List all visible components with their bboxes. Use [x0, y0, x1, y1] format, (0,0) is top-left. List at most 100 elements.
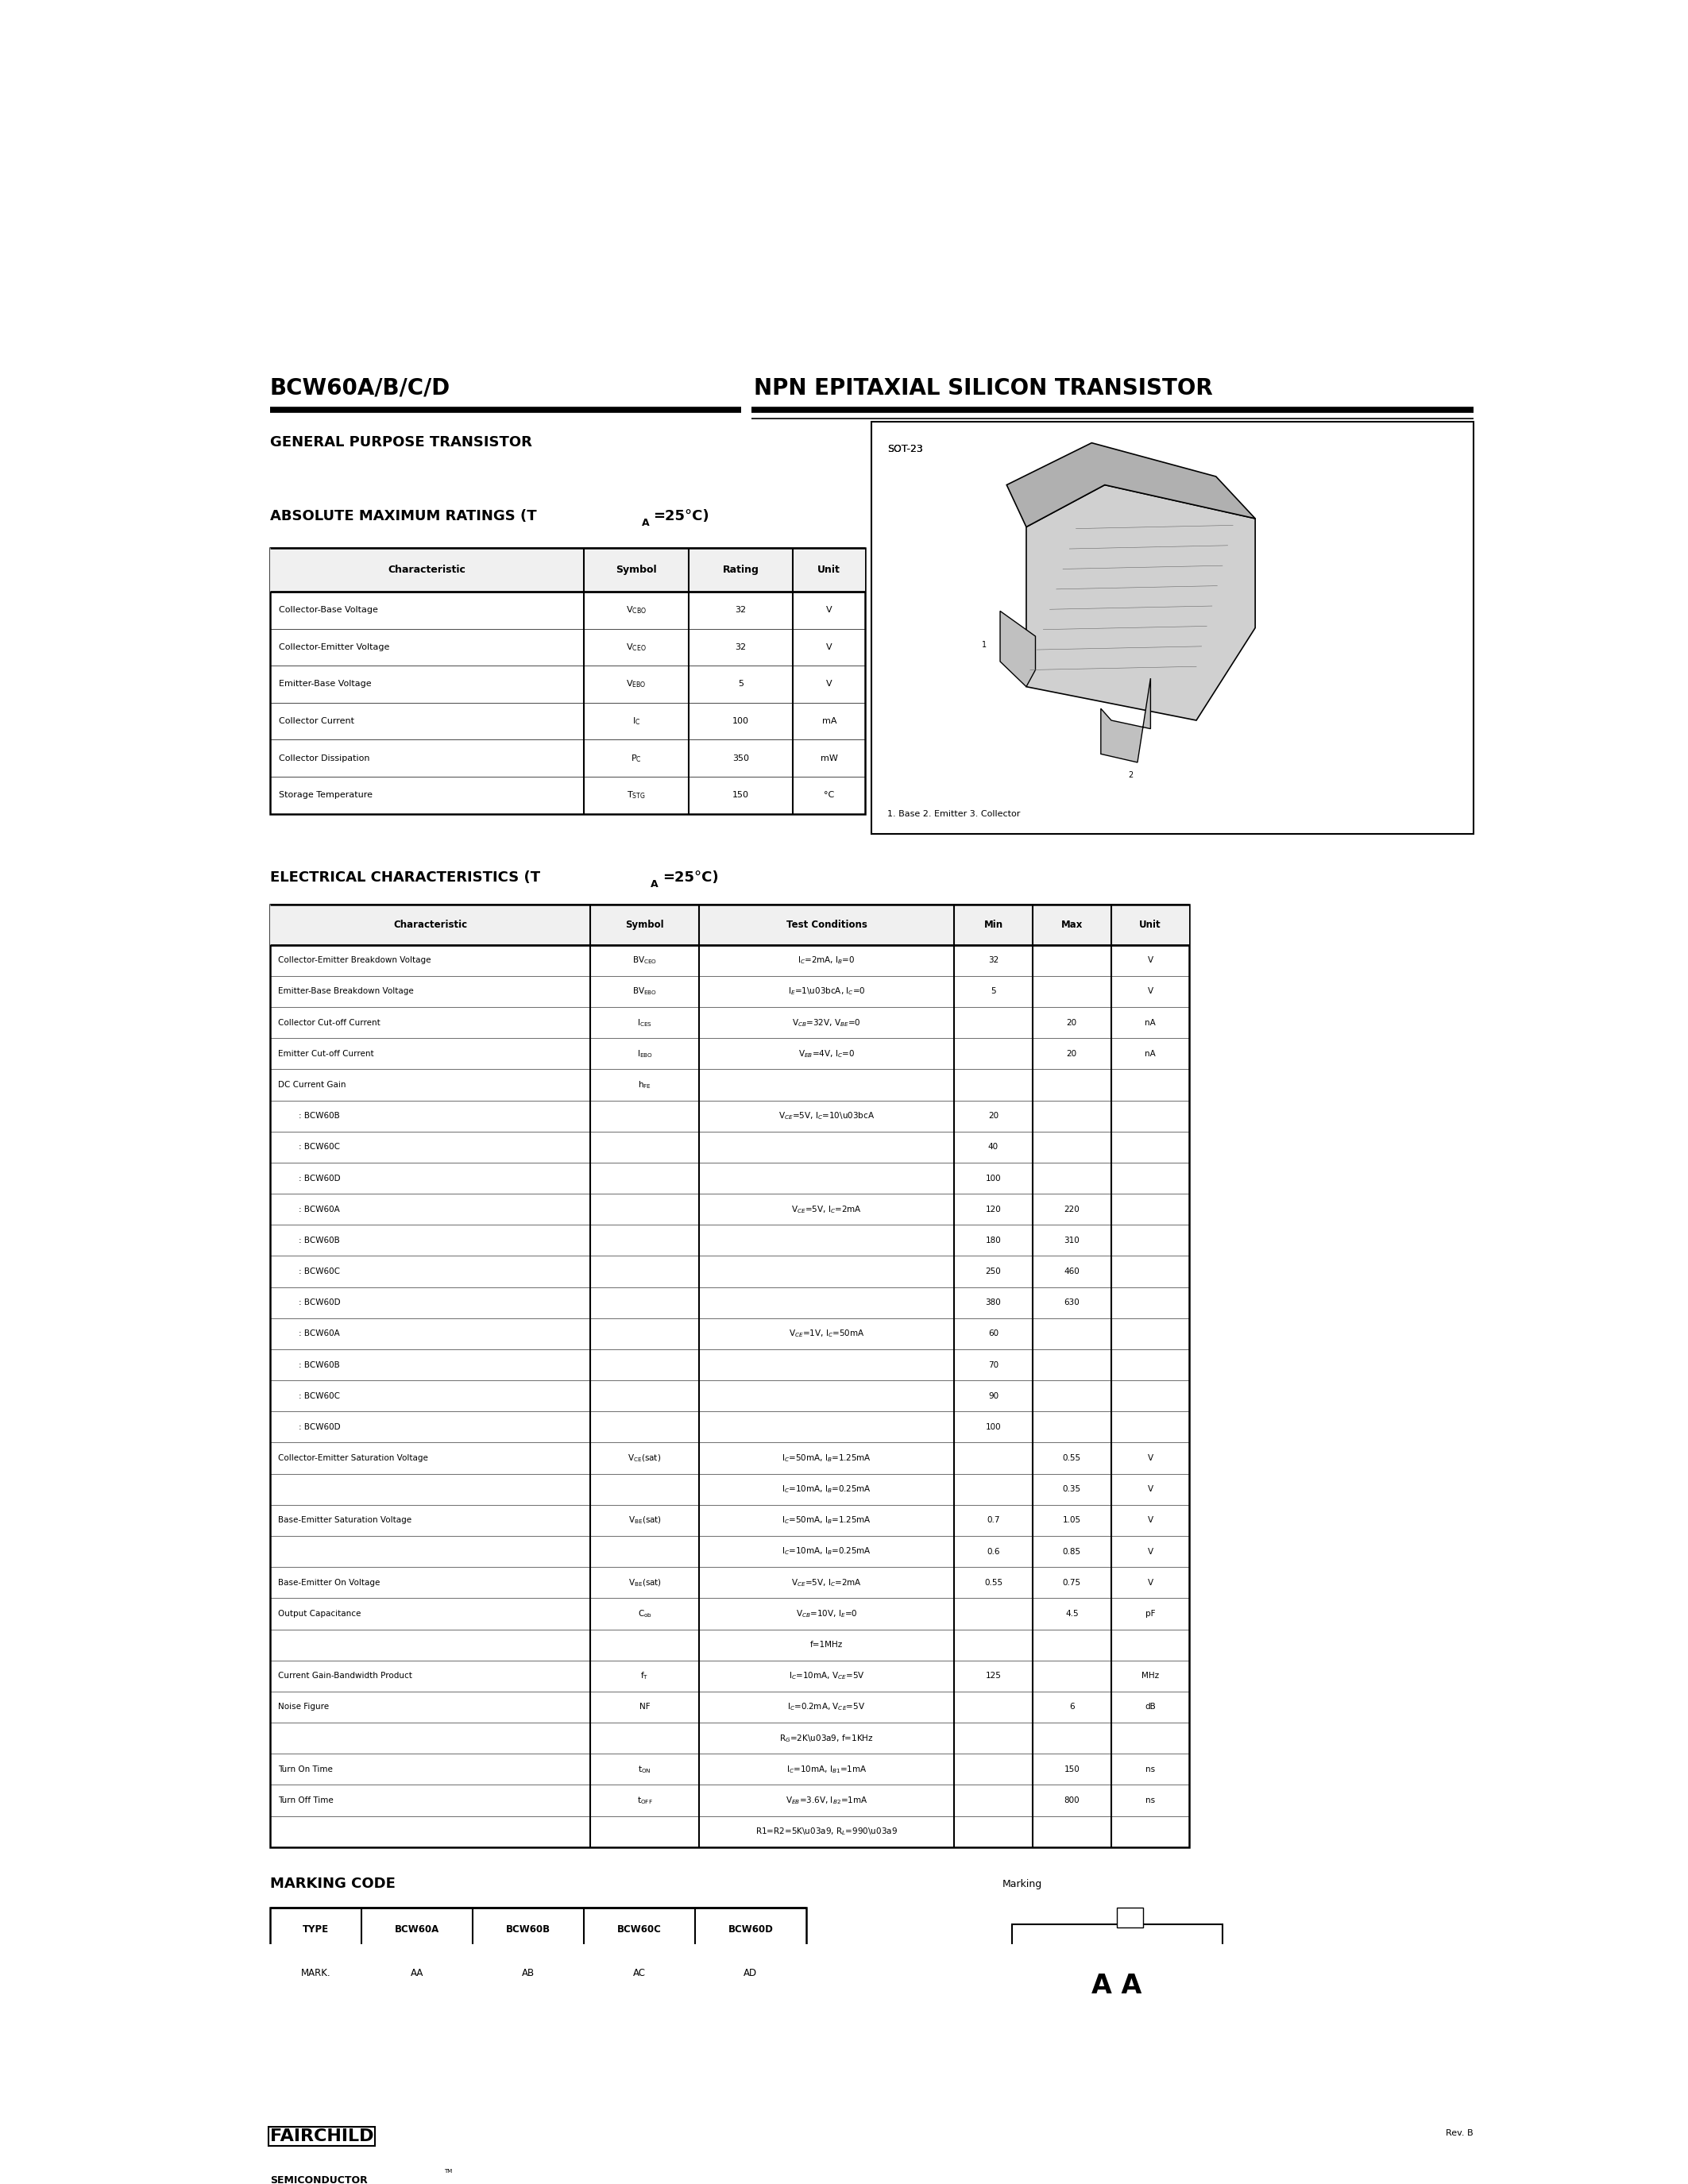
- Text: V: V: [825, 607, 832, 614]
- Bar: [270, 904, 1190, 946]
- Text: Characteristic: Characteristic: [393, 919, 468, 930]
- Text: V$_{CE}$=1V, I$_C$=50mA: V$_{CE}$=1V, I$_C$=50mA: [788, 1328, 864, 1339]
- Text: 310: 310: [1063, 1236, 1080, 1245]
- Bar: [270, 548, 866, 592]
- Text: 1.05: 1.05: [1063, 1516, 1080, 1524]
- Text: ELECTRICAL CHARACTERISTICS (T: ELECTRICAL CHARACTERISTICS (T: [270, 871, 540, 885]
- Text: I$_E$=1\u03bcA, I$_C$=0: I$_E$=1\u03bcA, I$_C$=0: [788, 985, 866, 996]
- Text: GENERAL PURPOSE TRANSISTOR: GENERAL PURPOSE TRANSISTOR: [270, 435, 532, 450]
- Polygon shape: [1101, 679, 1151, 762]
- Text: : BCW60D: : BCW60D: [299, 1175, 341, 1182]
- Text: Symbol: Symbol: [616, 566, 657, 574]
- Text: NF: NF: [640, 1704, 650, 1710]
- Text: V$_{\mathregular{CE}}$(sat): V$_{\mathregular{CE}}$(sat): [628, 1452, 662, 1463]
- Text: =25°C): =25°C): [662, 871, 719, 885]
- Text: 100: 100: [733, 716, 749, 725]
- Text: h$_{\mathregular{FE}}$: h$_{\mathregular{FE}}$: [638, 1079, 652, 1090]
- Text: mA: mA: [822, 716, 837, 725]
- Bar: [1025, 2031, 1052, 2053]
- Text: TM: TM: [444, 2169, 452, 2173]
- Text: A A: A A: [1092, 1972, 1143, 1998]
- Text: 0.55: 0.55: [1063, 1455, 1080, 1461]
- Text: : BCW60C: : BCW60C: [299, 1267, 339, 1275]
- Text: I$_C$=0.2mA, V$_{CE}$=5V: I$_C$=0.2mA, V$_{CE}$=5V: [788, 1701, 866, 1712]
- Text: Base-Emitter On Voltage: Base-Emitter On Voltage: [279, 1579, 380, 1586]
- Text: MARK.: MARK.: [300, 1968, 331, 1979]
- Text: P$_{\mathregular{C}}$: P$_{\mathregular{C}}$: [631, 753, 641, 764]
- Text: 800: 800: [1063, 1797, 1080, 1804]
- Text: 6: 6: [1069, 1704, 1075, 1710]
- Text: I$_C$=2mA, I$_B$=0: I$_C$=2mA, I$_B$=0: [798, 954, 856, 965]
- Text: Collector Cut-off Current: Collector Cut-off Current: [279, 1018, 380, 1026]
- Text: 20: 20: [987, 1112, 999, 1120]
- Text: 380: 380: [986, 1299, 1001, 1306]
- Text: 2: 2: [1129, 771, 1133, 780]
- Text: V: V: [825, 644, 832, 651]
- Text: Collector-Base Voltage: Collector-Base Voltage: [279, 607, 378, 614]
- Text: AC: AC: [633, 1968, 647, 1979]
- Text: Collector Dissipation: Collector Dissipation: [279, 753, 370, 762]
- Text: I$_{\mathregular{EBO}}$: I$_{\mathregular{EBO}}$: [636, 1048, 653, 1059]
- Text: V: V: [1148, 1516, 1153, 1524]
- Text: BCW60A: BCW60A: [395, 1924, 439, 1935]
- Text: Collector-Emitter Saturation Voltage: Collector-Emitter Saturation Voltage: [279, 1455, 427, 1461]
- Text: I$_{\mathregular{CES}}$: I$_{\mathregular{CES}}$: [636, 1018, 652, 1029]
- Text: NPN EPITAXIAL SILICON TRANSISTOR: NPN EPITAXIAL SILICON TRANSISTOR: [755, 378, 1214, 400]
- Text: V: V: [1148, 987, 1153, 996]
- Text: t$_{\mathregular{ON}}$: t$_{\mathregular{ON}}$: [638, 1765, 652, 1776]
- Text: DC Current Gain: DC Current Gain: [279, 1081, 346, 1090]
- Text: 100: 100: [986, 1175, 1001, 1182]
- Text: Emitter-Base Breakdown Voltage: Emitter-Base Breakdown Voltage: [279, 987, 414, 996]
- Text: I$_C$=10mA, V$_{CE}$=5V: I$_C$=10mA, V$_{CE}$=5V: [788, 1671, 864, 1682]
- Text: t$_{\mathregular{OFF}}$: t$_{\mathregular{OFF}}$: [636, 1795, 653, 1806]
- Text: : BCW60A: : BCW60A: [299, 1330, 339, 1339]
- Text: I$_C$=10mA, I$_{B1}$=1mA: I$_C$=10mA, I$_{B1}$=1mA: [787, 1765, 868, 1776]
- Text: ns: ns: [1146, 1765, 1155, 1773]
- Bar: [1117, 1907, 1143, 1928]
- Text: ns: ns: [1146, 1797, 1155, 1804]
- Text: 5: 5: [738, 679, 744, 688]
- Bar: [270, 1907, 807, 1994]
- Text: 1. Base 2. Emitter 3. Collector: 1. Base 2. Emitter 3. Collector: [888, 810, 1020, 817]
- Text: Emitter-Base Voltage: Emitter-Base Voltage: [279, 679, 371, 688]
- Text: 630: 630: [1063, 1299, 1080, 1306]
- Text: 32: 32: [736, 644, 746, 651]
- Text: Rating: Rating: [722, 566, 760, 574]
- Text: : BCW60C: : BCW60C: [299, 1391, 339, 1400]
- Bar: [270, 548, 866, 815]
- Text: Output Capacitance: Output Capacitance: [279, 1610, 361, 1618]
- Text: 0.75: 0.75: [1063, 1579, 1080, 1586]
- Text: Marking: Marking: [1003, 1878, 1043, 1889]
- Text: SEMICONDUCTOR: SEMICONDUCTOR: [270, 2175, 368, 2184]
- Polygon shape: [999, 612, 1035, 686]
- Text: Max: Max: [1062, 919, 1082, 930]
- Text: Min: Min: [984, 919, 1003, 930]
- Text: V$_{\mathregular{CEO}}$: V$_{\mathregular{CEO}}$: [626, 642, 647, 653]
- Bar: [1183, 2031, 1209, 2053]
- Text: mW: mW: [820, 753, 837, 762]
- Text: T$_{\mathregular{STG}}$: T$_{\mathregular{STG}}$: [626, 791, 645, 802]
- Text: 0.6: 0.6: [987, 1548, 999, 1555]
- Text: Emitter Cut-off Current: Emitter Cut-off Current: [279, 1051, 373, 1057]
- Text: V: V: [1148, 1485, 1153, 1494]
- Text: Characteristic: Characteristic: [388, 566, 466, 574]
- Text: V: V: [825, 679, 832, 688]
- Text: BCW60D: BCW60D: [728, 1924, 773, 1935]
- Text: AD: AD: [744, 1968, 758, 1979]
- Text: V: V: [1148, 1455, 1153, 1461]
- Text: AB: AB: [522, 1968, 535, 1979]
- Text: AA: AA: [410, 1968, 424, 1979]
- Bar: [270, 904, 1190, 1848]
- Text: 150: 150: [733, 791, 749, 799]
- Text: nA: nA: [1144, 1051, 1156, 1057]
- Text: 40: 40: [987, 1142, 999, 1151]
- Text: 0.35: 0.35: [1063, 1485, 1080, 1494]
- Text: A: A: [650, 880, 658, 889]
- Text: Turn Off Time: Turn Off Time: [279, 1797, 333, 1804]
- Text: Unit: Unit: [1139, 919, 1161, 930]
- Text: dB: dB: [1144, 1704, 1156, 1710]
- Text: 180: 180: [986, 1236, 1001, 1245]
- Bar: [871, 422, 1474, 834]
- Text: 350: 350: [733, 753, 749, 762]
- Bar: [1011, 1924, 1222, 2031]
